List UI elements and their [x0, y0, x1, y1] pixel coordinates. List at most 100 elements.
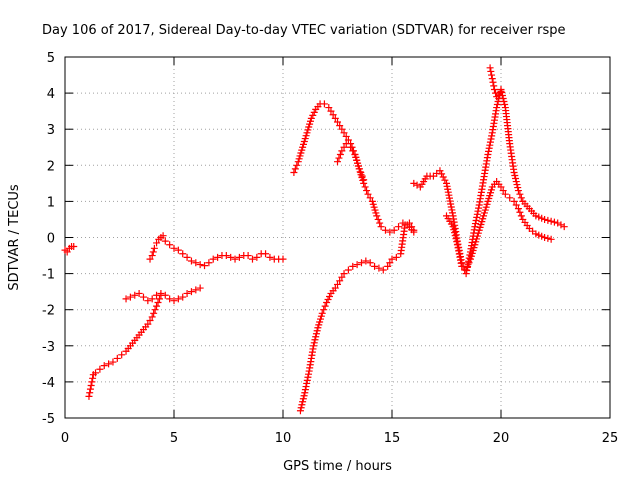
data-point: [366, 194, 374, 202]
data-point: [161, 237, 169, 245]
data-point: [498, 92, 506, 100]
data-point: [473, 213, 481, 221]
data-point: [307, 114, 315, 122]
data-point: [474, 207, 482, 215]
data-point: [205, 259, 213, 267]
y-tick-label: 0: [47, 232, 55, 247]
data-point: [222, 252, 230, 260]
data-point: [490, 85, 498, 93]
data-point: [334, 118, 341, 126]
axis-ticks: [64, 56, 611, 419]
data-point: [362, 257, 370, 265]
data-point: [170, 244, 178, 252]
data-point: [86, 385, 94, 393]
data-point: [209, 255, 217, 263]
data-point: [487, 135, 495, 143]
data-point: [349, 262, 357, 270]
data-point: [311, 336, 319, 344]
data-point: [455, 247, 463, 255]
data-point: [499, 187, 507, 195]
data-point: [70, 243, 78, 251]
data-point: [135, 289, 143, 297]
data-point: [377, 223, 385, 231]
data-point: [554, 219, 562, 227]
data-point: [386, 259, 394, 267]
data-point: [151, 306, 159, 314]
data-point: [153, 302, 161, 310]
data-point: [293, 161, 301, 169]
data-point: [302, 383, 310, 391]
data-point: [155, 295, 163, 303]
data-point: [395, 223, 403, 231]
data-point: [392, 253, 400, 261]
y-tick-label: -1: [42, 268, 55, 283]
data-point: [363, 187, 371, 195]
data-point: [489, 78, 497, 86]
data-point: [462, 266, 470, 274]
data-point: [438, 170, 446, 178]
data-point: [511, 172, 519, 180]
data-point: [159, 232, 167, 240]
data-point: [550, 218, 558, 226]
data-point: [304, 373, 312, 381]
data-point: [303, 379, 311, 387]
data-point: [335, 154, 343, 162]
data-point: [301, 386, 309, 394]
data-point: [326, 292, 334, 300]
data-point: [344, 266, 352, 274]
data-point: [340, 129, 348, 137]
data-point: [299, 398, 307, 406]
data-point: [154, 298, 162, 306]
data-point: [541, 234, 549, 241]
data-point: [410, 228, 418, 236]
data-point: [373, 212, 381, 220]
data-point: [122, 295, 130, 303]
data-point: [453, 238, 461, 246]
data-point: [139, 293, 147, 301]
data-point: [512, 175, 520, 183]
data-point: [183, 289, 191, 297]
data-point: [471, 220, 479, 228]
data-point: [514, 205, 522, 213]
data-point: [88, 378, 96, 386]
data-point: [484, 150, 492, 158]
data-point: [472, 216, 480, 224]
data-point: [85, 392, 93, 400]
data-point: [146, 255, 154, 263]
data-point: [457, 259, 465, 267]
data-point: [384, 262, 392, 270]
data-point: [179, 293, 187, 301]
data-point: [109, 358, 117, 366]
y-tick-label: -5: [42, 412, 55, 427]
data-point: [340, 143, 348, 151]
data-point: [92, 369, 100, 377]
data-points: [61, 64, 568, 415]
data-point: [497, 183, 505, 191]
data-point: [506, 194, 514, 202]
data-point: [149, 248, 157, 256]
data-point: [148, 295, 156, 303]
y-tick-label: -4: [42, 376, 55, 391]
y-tick-labels: 5 4 3 2 1 0 -1 -2 -3 -4 -5: [42, 51, 55, 427]
data-point: [153, 291, 161, 299]
data-point: [475, 204, 483, 212]
data-point: [334, 158, 341, 166]
data-point: [465, 259, 473, 267]
data-point: [148, 313, 156, 321]
data-point: [471, 223, 479, 231]
data-point: [248, 255, 256, 263]
data-point: [349, 147, 357, 155]
data-point: [305, 370, 313, 378]
data-point: [360, 176, 368, 184]
data-point: [342, 140, 350, 148]
data-point: [310, 342, 318, 350]
data-point: [413, 181, 421, 189]
data-point: [331, 114, 339, 122]
data-point: [157, 289, 165, 297]
data-point: [371, 262, 379, 270]
data-point: [291, 165, 299, 173]
data-point: [325, 104, 333, 112]
data-point: [144, 297, 152, 305]
data-point: [331, 284, 339, 292]
data-point: [329, 111, 337, 119]
